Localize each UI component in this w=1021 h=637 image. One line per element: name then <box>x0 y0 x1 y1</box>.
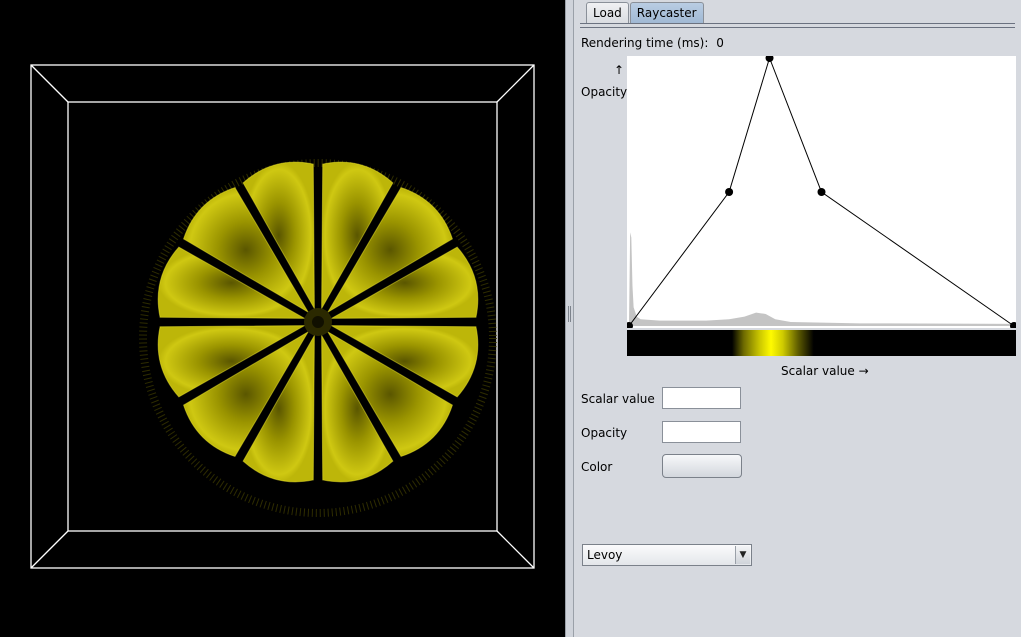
control-panel: Load Raycaster Rendering time (ms): 0 ↑ … <box>574 0 1021 637</box>
control-point[interactable] <box>765 56 774 62</box>
chevron-down-icon[interactable]: ▼ <box>735 546 750 564</box>
divider-grip[interactable] <box>568 306 571 322</box>
orange-segment <box>242 333 315 483</box>
orange-segment <box>157 246 307 319</box>
control-point[interactable] <box>627 322 633 328</box>
orange-segment <box>182 186 310 314</box>
colormap-bar <box>627 330 1016 356</box>
volume-render <box>30 64 535 569</box>
render-method-value: Levoy <box>587 548 623 562</box>
control-point[interactable] <box>817 188 826 196</box>
tab-bar: Load Raycaster <box>586 2 705 24</box>
orange-segment <box>326 330 454 458</box>
transfer-function-editor[interactable] <box>627 56 1016 328</box>
y-axis-arrow-icon: ↑ <box>614 63 625 77</box>
orange-volume <box>139 159 497 517</box>
orange-segment <box>321 333 394 483</box>
orange-segment <box>329 246 479 319</box>
orange-segment <box>326 186 454 314</box>
bounding-box <box>30 64 535 569</box>
orange-segment <box>242 161 315 311</box>
tab-divider <box>580 23 1015 28</box>
control-point[interactable] <box>1010 322 1016 328</box>
tab-raycaster[interactable]: Raycaster <box>629 2 704 24</box>
scalar-value-label: Scalar value <box>581 392 655 406</box>
rendering-time: Rendering time (ms): 0 <box>581 36 724 50</box>
orange-segment <box>182 330 310 458</box>
scalar-value-field[interactable] <box>662 387 741 409</box>
control-point[interactable] <box>725 188 734 196</box>
render-viewport[interactable] <box>0 0 565 637</box>
rendering-time-value: 0 <box>716 36 724 50</box>
x-axis-label: Scalar value → <box>781 364 869 378</box>
transfer-function-plot[interactable] <box>627 56 1016 328</box>
histogram-area <box>629 232 1014 326</box>
tab-load[interactable]: Load <box>586 2 629 23</box>
color-button[interactable] <box>662 454 742 478</box>
opacity-label: Opacity <box>581 426 628 440</box>
render-method-select[interactable]: Levoy ▼ <box>582 544 752 566</box>
orange-segment <box>329 325 479 398</box>
orange-segment <box>321 161 394 311</box>
y-axis-label: Opacity <box>581 85 628 99</box>
split-pane-divider[interactable] <box>565 0 574 637</box>
opacity-field[interactable] <box>662 421 741 443</box>
color-label: Color <box>581 460 613 474</box>
rendering-time-label: Rendering time (ms): <box>581 36 709 50</box>
orange-segment <box>157 325 307 398</box>
